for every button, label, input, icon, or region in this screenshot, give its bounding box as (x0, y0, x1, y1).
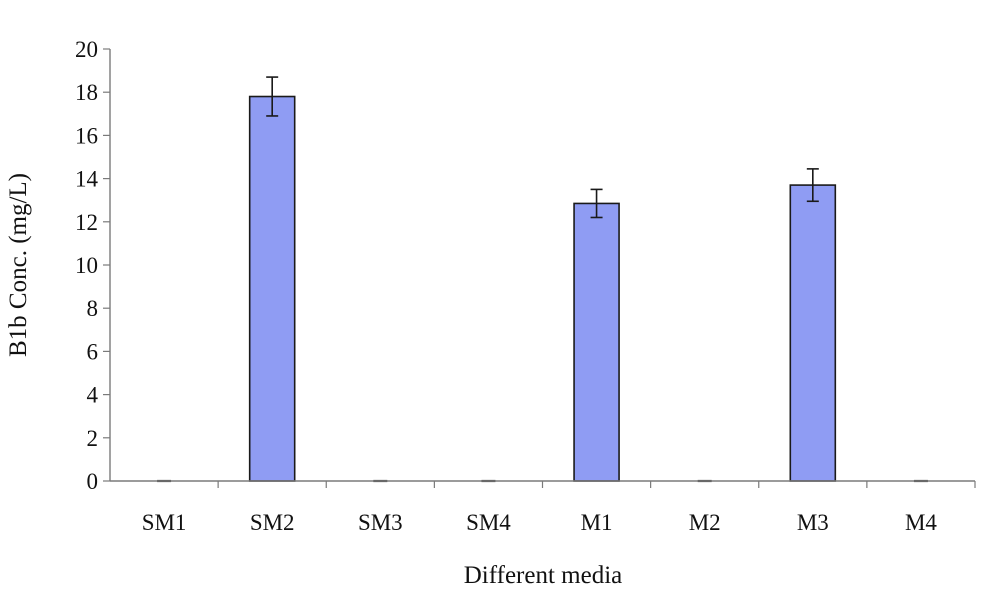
y-axis-title: B1b Conc. (mg/L) (5, 173, 32, 357)
y-tick-label-12: 12 (75, 210, 98, 235)
bar-m1 (573, 202, 620, 482)
x-tick-label-m4: M4 (905, 510, 937, 535)
y-tick-label-4: 4 (87, 383, 99, 408)
y-tick-label-0: 0 (87, 469, 99, 494)
bar-sm2 (248, 95, 296, 482)
y-tick-label-2: 2 (87, 426, 99, 451)
x-tick-label-sm3: SM3 (358, 510, 403, 535)
y-tick-label-18: 18 (75, 80, 98, 105)
y-tick-label-8: 8 (87, 296, 99, 321)
y-tick-label-16: 16 (75, 123, 98, 148)
x-axis-title: Different media (464, 562, 623, 589)
y-tick-label-6: 6 (87, 339, 99, 364)
x-tick-label-sm2: SM2 (250, 510, 295, 535)
bar-m3 (789, 184, 837, 482)
x-tick-label-m2: M2 (689, 510, 721, 535)
x-tick-label-sm4: SM4 (466, 510, 511, 535)
y-tick-label-20: 20 (75, 37, 98, 62)
x-tick-label-m1: M1 (581, 510, 613, 535)
y-tick-label-10: 10 (75, 253, 98, 278)
x-tick-label-m3: M3 (797, 510, 829, 535)
plot-area: SM1 SM2 SM3 SM4 M1 M2 M3 M4 0 2 4 6 8 10 12 14 16 18 20 (75, 37, 976, 535)
y-tick-label-14: 14 (75, 167, 99, 192)
x-tick-label-sm1: SM1 (142, 510, 187, 535)
